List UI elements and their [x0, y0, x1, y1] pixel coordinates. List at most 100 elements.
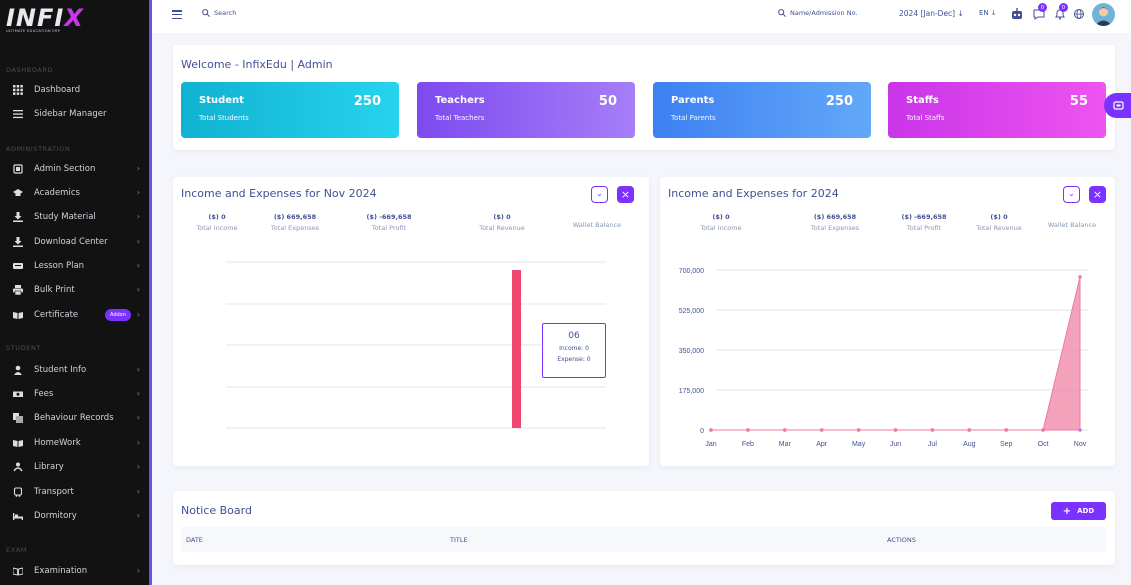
- avatar[interactable]: [1092, 3, 1115, 26]
- summary-label: Total Revenue: [976, 224, 1022, 232]
- name-admission-search[interactable]: Name/Admission No.: [778, 9, 858, 17]
- sidebar-item-study-material[interactable]: Study Material ›: [0, 208, 152, 226]
- sidebar-item-certificate[interactable]: Certificate Addon ›: [0, 306, 152, 324]
- sidebar-item-dormitory[interactable]: Dormitory ›: [0, 507, 152, 525]
- library-icon: [12, 462, 23, 473]
- x-tick-label: May: [852, 441, 866, 448]
- sidebar-item-label: Dashboard: [34, 85, 81, 95]
- sidebar-item-lesson-plan[interactable]: Lesson Plan ›: [0, 257, 152, 275]
- globe-icon[interactable]: [1072, 7, 1086, 21]
- arrow-down-icon: ↓: [957, 9, 964, 18]
- menu-toggle-icon[interactable]: [172, 10, 182, 20]
- stat-value: 250: [825, 94, 853, 109]
- summary-value: ($) 0: [493, 213, 511, 221]
- sidebar-item-label: HomeWork: [34, 438, 81, 448]
- year-select[interactable]: 2024 [Jan-Dec] ↓: [899, 9, 964, 18]
- area-series-expense: [711, 276, 1081, 431]
- stat-card-parents[interactable]: Parents Total Parents 250: [653, 82, 871, 138]
- sidebar-item-transport[interactable]: Transport ›: [0, 483, 152, 501]
- point-expense: [967, 428, 972, 432]
- sidebar-item-label: Certificate: [34, 310, 79, 320]
- sidebar-item-download-center[interactable]: Download Center ›: [0, 233, 152, 251]
- users-icon: [12, 365, 23, 376]
- chevron-right-icon: ›: [136, 261, 140, 270]
- search-icon: [202, 9, 210, 17]
- section-administration: ADMINISTRATION: [6, 145, 71, 153]
- chart-tooltip: 06 Income: 0 Expense: 0: [542, 323, 606, 378]
- sidebar-item-behaviour-records[interactable]: Behaviour Records ›: [0, 409, 152, 427]
- language-select[interactable]: EN ↓: [979, 9, 997, 17]
- sidebar-item-dashboard[interactable]: Dashboard: [0, 81, 152, 99]
- summary-label: Total Income: [700, 224, 742, 232]
- x-tick-label: Nov: [1074, 441, 1087, 448]
- y-tick-label: 175,000: [679, 388, 704, 395]
- stat-card-staffs[interactable]: Staffs Total Staffs 55: [888, 82, 1106, 138]
- collapse-button[interactable]: ⌄: [591, 186, 608, 203]
- sidebar-item-fees[interactable]: Fees ›: [0, 385, 152, 403]
- year-label: 2024 [Jan-Dec]: [899, 9, 956, 18]
- list-icon: [12, 109, 23, 120]
- x-tick-label: Jan: [705, 441, 716, 448]
- chevron-right-icon: ›: [136, 462, 140, 471]
- sidebar-item-label: Bulk Print: [34, 285, 75, 295]
- monthly-chart-title: Income and Expenses for Nov 2024: [181, 187, 377, 200]
- sidebar-item-admin-section[interactable]: Admin Section ›: [0, 160, 152, 178]
- point-expense: [856, 428, 861, 432]
- y-tick-label: 525,000: [679, 308, 704, 315]
- stat-title: Teachers: [435, 95, 485, 106]
- grid-icon: [12, 85, 23, 96]
- stat-card-teachers[interactable]: Teachers Total Teachers 50: [417, 82, 635, 138]
- sidebar-item-academics[interactable]: Academics ›: [0, 184, 152, 202]
- lang-label: EN: [979, 9, 989, 17]
- summary-value: ($) -669,658: [901, 213, 947, 221]
- sidebar-item-homework[interactable]: HomeWork ›: [0, 434, 152, 452]
- logo[interactable]: INFIX ULTIMATE EDUCATION ERP: [6, 6, 84, 33]
- sidebar-item-label: Fees: [34, 389, 54, 399]
- admin-icon: [12, 164, 23, 175]
- sidebar-item-student-info[interactable]: Student Info ›: [0, 361, 152, 379]
- summary-total-revenue: ($) 0 Total Revenue: [970, 213, 1028, 232]
- bar-day-06: [512, 270, 521, 428]
- summary-value: ($) 0: [712, 213, 730, 221]
- stat-card-student[interactable]: Student Total Students 250: [181, 82, 399, 138]
- print-icon: [12, 285, 23, 296]
- collapse-button[interactable]: ⌄: [1063, 186, 1080, 203]
- yearly-chart: 0 175,000 350,000 525,000 700,000 Jan Feb Mar Ap…: [679, 268, 1088, 448]
- chevron-right-icon: ›: [136, 285, 140, 294]
- summary-total-income: ($) 0 Total Income: [690, 213, 752, 232]
- summary-label: Total Income: [196, 224, 238, 232]
- point-expense: [1041, 428, 1045, 432]
- stat-sub: Total Students: [199, 114, 249, 122]
- cart-icon: [1113, 101, 1124, 110]
- name-search-label: Name/Admission No.: [790, 9, 858, 17]
- summary-total-expenses: ($) 669,658 Total Expenses: [263, 213, 327, 232]
- stat-sub: Total Parents: [671, 114, 716, 122]
- monthly-chart-card: [173, 177, 649, 466]
- sidebar-item-bulk-print[interactable]: Bulk Print ›: [0, 281, 152, 299]
- summary-total-profit: ($) -669,658 Total Profit: [890, 213, 958, 232]
- sidebar-item-sidebar-manager[interactable]: Sidebar Manager: [0, 105, 152, 123]
- summary-label: Total Profit: [906, 224, 942, 232]
- add-notice-button[interactable]: + ADD: [1051, 502, 1106, 520]
- sidebar-item-examination[interactable]: Examination ›: [0, 562, 152, 580]
- x-tick-label: Mar: [779, 441, 792, 448]
- sidebar-item-label: Transport: [34, 487, 74, 497]
- robot-icon[interactable]: [1010, 7, 1024, 21]
- search-label: Search: [214, 9, 237, 17]
- summary-total-profit: ($) -669,658 Total Profit: [354, 213, 424, 232]
- sidebar-item-label: Lesson Plan: [34, 261, 85, 271]
- arrow-down-icon: ↓: [990, 9, 997, 17]
- floating-cart-button[interactable]: [1104, 93, 1131, 118]
- x-tick-label: Feb: [742, 441, 754, 448]
- bus-icon: [12, 487, 23, 498]
- search-input[interactable]: Search: [202, 9, 236, 17]
- summary-label: Total Expenses: [270, 224, 320, 232]
- yearly-chart-card: [660, 177, 1115, 466]
- stat-sub: Total Teachers: [435, 114, 485, 122]
- close-button[interactable]: ×: [617, 186, 634, 203]
- close-button[interactable]: ×: [1089, 186, 1106, 203]
- stat-value: 250: [353, 94, 381, 109]
- sidebar-item-library[interactable]: Library ›: [0, 458, 152, 476]
- stat-value: 50: [598, 94, 617, 109]
- x-tick-label: Jun: [890, 441, 901, 448]
